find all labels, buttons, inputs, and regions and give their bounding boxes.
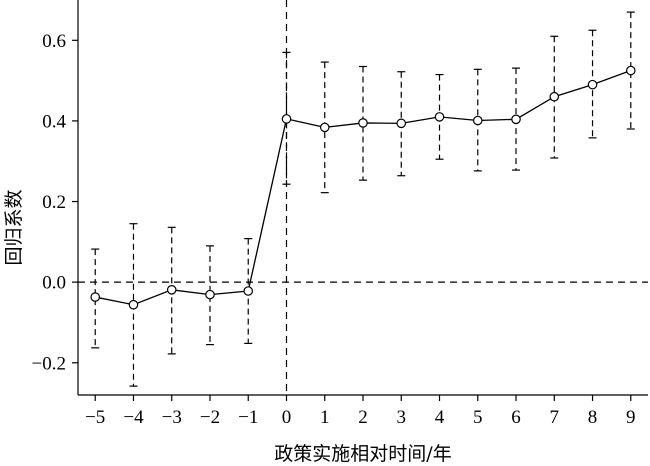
x-tick-label: 9: [626, 407, 636, 428]
y-tick-label: 0.0: [42, 273, 66, 294]
coefficient-point: [434, 112, 445, 122]
x-axis-title: 政策实施相对时间/年: [274, 443, 451, 465]
x-tick-label: 5: [473, 407, 483, 428]
series-lines: [95, 69, 632, 306]
x-tick-label: 1: [320, 407, 330, 428]
y-tick-label: 0.6: [42, 31, 66, 52]
coefficient-point: [319, 122, 330, 133]
coefficient-point: [549, 91, 560, 102]
y-axis-title: 回归系数: [3, 189, 25, 265]
y-tick-label: 0.2: [42, 192, 66, 213]
confidence-intervals: [91, 11, 635, 387]
x-ticks: −5 −4 −3 −2 −1 0 1 2 3 4 5 6 7 8 9: [85, 395, 636, 428]
coefficient-point: [90, 292, 101, 302]
x-tick-label: 3: [397, 407, 407, 428]
x-tick-label: 0: [282, 407, 292, 428]
coefficient-point: [166, 285, 177, 295]
x-tick-label: 4: [435, 407, 445, 428]
axes: [77, 0, 648, 396]
x-tick-label: −4: [123, 407, 144, 428]
x-tick-label: −2: [200, 407, 220, 428]
coefficient-line: [95, 69, 632, 306]
x-tick-label: −3: [162, 407, 182, 428]
x-tick-label: 7: [550, 407, 560, 428]
reference-lines: [78, 0, 648, 395]
coefficient-point: [358, 118, 368, 128]
coefficient-point: [625, 65, 636, 76]
coefficient-point: [205, 289, 215, 300]
x-tick-label: 6: [511, 407, 521, 428]
x-tick-label: −1: [238, 407, 258, 428]
x-tick-label: −5: [85, 407, 105, 428]
coefficient-point: [472, 115, 483, 126]
coefficient-point: [587, 79, 598, 90]
y-ticks: −0.2 0.0 0.2 0.4 0.6: [32, 31, 78, 374]
coefficient-point: [396, 118, 407, 129]
y-tick-label: −0.2: [32, 353, 66, 374]
x-tick-label: 8: [588, 407, 598, 428]
data-points: [90, 65, 636, 310]
coefficient-point: [281, 114, 292, 124]
x-tick-label: 2: [358, 407, 368, 428]
coefficient-point: [243, 286, 254, 296]
coefficient-point: [128, 299, 139, 310]
y-tick-label: 0.4: [42, 111, 66, 132]
coefficient-point: [511, 114, 521, 125]
